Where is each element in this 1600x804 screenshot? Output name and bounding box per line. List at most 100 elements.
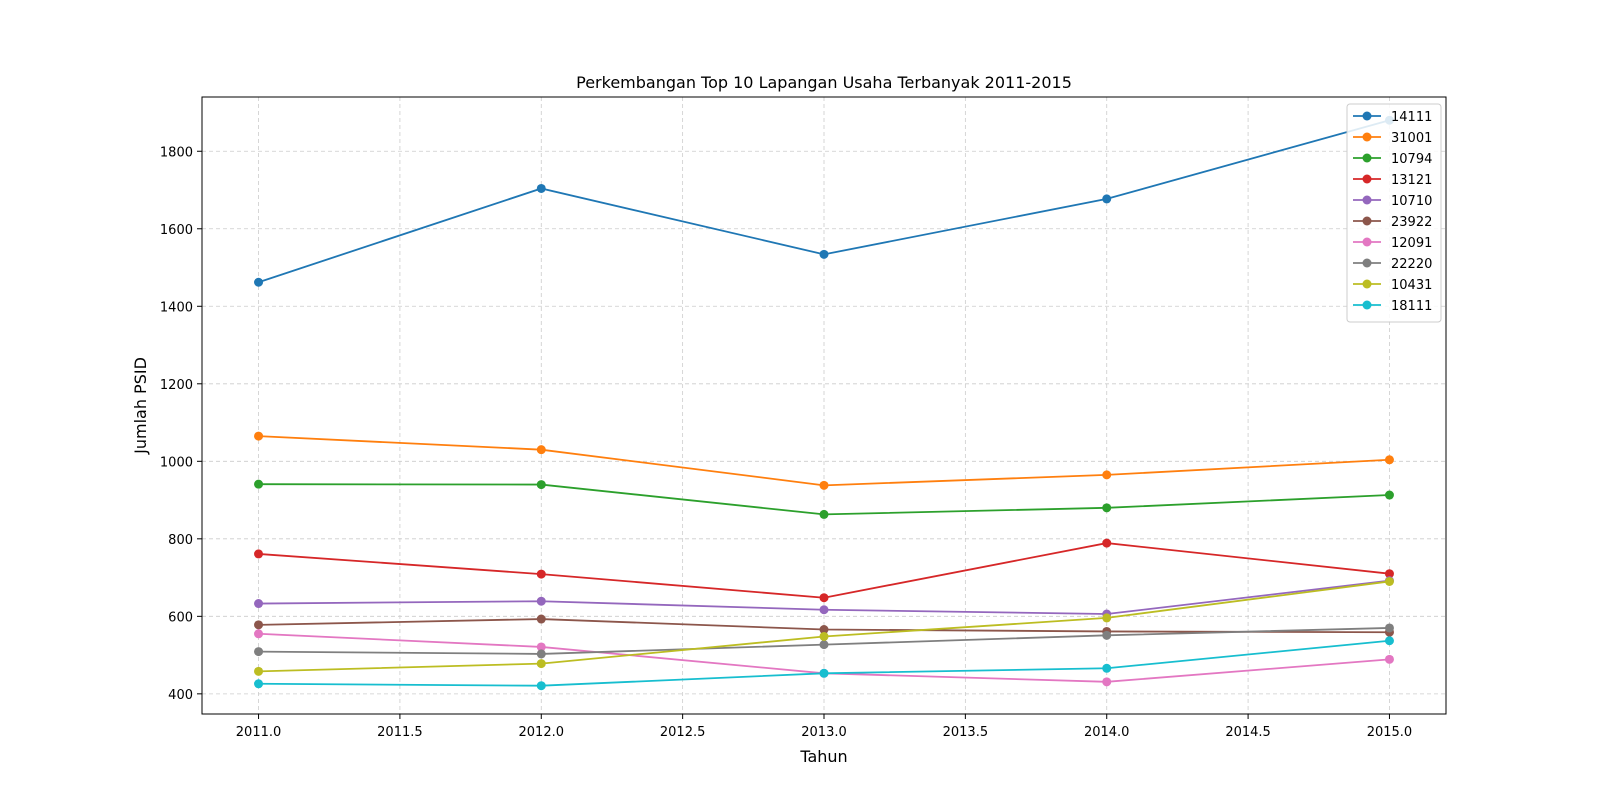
chart-title: Perkembangan Top 10 Lapangan Usaha Terba… bbox=[576, 73, 1072, 92]
y-tick-label: 800 bbox=[168, 533, 193, 548]
x-tick-label: 2011.0 bbox=[236, 725, 282, 740]
legend-swatch-marker bbox=[1362, 174, 1372, 184]
legend-item-14111: 14111 bbox=[1353, 110, 1432, 125]
x-tick-label: 2015.0 bbox=[1367, 725, 1413, 740]
data-point bbox=[819, 631, 829, 641]
data-point bbox=[819, 480, 829, 490]
data-point bbox=[254, 599, 264, 609]
data-point bbox=[254, 647, 264, 657]
data-point bbox=[536, 649, 546, 659]
x-tick-label: 2011.5 bbox=[377, 725, 423, 740]
legend-label: 22220 bbox=[1391, 257, 1432, 272]
x-tick-label: 2012.0 bbox=[519, 725, 565, 740]
legend-label: 10431 bbox=[1391, 278, 1432, 293]
series-18111 bbox=[254, 636, 1394, 691]
data-point bbox=[1102, 613, 1112, 623]
y-axis-label: Jumlah PSID bbox=[131, 357, 150, 455]
data-point bbox=[536, 183, 546, 193]
y-tick-label: 600 bbox=[168, 610, 193, 625]
y-tick-label: 400 bbox=[168, 688, 193, 703]
data-point bbox=[254, 679, 264, 689]
data-point bbox=[1102, 503, 1112, 513]
legend-swatch-marker bbox=[1362, 258, 1372, 268]
legend-swatch-marker bbox=[1362, 216, 1372, 226]
data-point bbox=[819, 249, 829, 259]
data-point bbox=[1384, 490, 1394, 500]
data-point bbox=[819, 605, 829, 615]
data-point bbox=[1384, 455, 1394, 465]
legend: 14111 31001 10794 13121 10710 23922 12091 22220… bbox=[1346, 103, 1442, 323]
data-point bbox=[254, 666, 264, 676]
legend-label: 10794 bbox=[1391, 152, 1432, 167]
x-tick-label: 2013.0 bbox=[801, 725, 847, 740]
series-31001 bbox=[254, 431, 1394, 490]
data-point bbox=[1384, 569, 1394, 579]
legend-swatch-marker bbox=[1362, 111, 1372, 121]
legend-label: 23922 bbox=[1391, 215, 1432, 230]
data-point bbox=[254, 431, 264, 441]
data-point bbox=[1384, 576, 1394, 586]
data-point bbox=[819, 640, 829, 650]
legend-swatch-marker bbox=[1362, 153, 1372, 163]
data-point bbox=[1384, 623, 1394, 633]
data-point bbox=[1102, 470, 1112, 480]
series-13121 bbox=[254, 538, 1394, 603]
legend-item-22220: 22220 bbox=[1353, 257, 1432, 272]
legend-item-10794: 10794 bbox=[1353, 152, 1432, 167]
legend-item-18111: 18111 bbox=[1353, 299, 1432, 314]
legend-swatch-marker bbox=[1362, 279, 1372, 289]
data-point bbox=[1102, 194, 1112, 204]
data-point bbox=[254, 549, 264, 559]
legend-item-10710: 10710 bbox=[1353, 194, 1432, 209]
data-point bbox=[819, 509, 829, 519]
x-tick-label: 2013.5 bbox=[943, 725, 989, 740]
series-10794 bbox=[254, 479, 1394, 519]
data-point bbox=[536, 614, 546, 624]
legend-label: 12091 bbox=[1391, 236, 1432, 251]
legend-swatch-marker bbox=[1362, 195, 1372, 205]
data-point bbox=[1102, 538, 1112, 548]
x-tick-label: 2012.5 bbox=[660, 725, 706, 740]
data-point bbox=[254, 277, 264, 287]
x-axis-label: Tahun bbox=[799, 747, 847, 766]
data-point bbox=[536, 480, 546, 490]
axes: 2011.0 2011.5 2012.0 2012.5 2013.0 2013.5 2014… bbox=[160, 145, 1412, 740]
legend-label: 31001 bbox=[1391, 131, 1432, 146]
data-point bbox=[1384, 636, 1394, 646]
legend-swatch-marker bbox=[1362, 237, 1372, 247]
data-point bbox=[819, 668, 829, 678]
data-point bbox=[536, 681, 546, 691]
data-point bbox=[536, 659, 546, 669]
data-point bbox=[536, 596, 546, 606]
data-point bbox=[254, 629, 264, 639]
legend-label: 10710 bbox=[1391, 194, 1432, 209]
y-tick-label: 1000 bbox=[160, 455, 193, 470]
y-tick-label: 1400 bbox=[160, 300, 193, 315]
legend-swatch-marker bbox=[1362, 300, 1372, 310]
series-group bbox=[254, 115, 1394, 691]
x-tick-label: 2014.0 bbox=[1084, 725, 1130, 740]
plot-frame bbox=[201, 96, 1447, 715]
legend-item-13121: 13121 bbox=[1353, 173, 1432, 188]
data-point bbox=[1102, 663, 1112, 673]
legend-item-10431: 10431 bbox=[1353, 278, 1432, 293]
legend-item-23922: 23922 bbox=[1353, 215, 1432, 230]
data-point bbox=[254, 620, 264, 630]
legend-item-12091: 12091 bbox=[1353, 236, 1432, 251]
legend-label: 13121 bbox=[1391, 173, 1432, 188]
data-point bbox=[254, 479, 264, 489]
data-point bbox=[819, 625, 829, 635]
legend-swatch-marker bbox=[1362, 132, 1372, 142]
data-point bbox=[819, 593, 829, 603]
legend-label: 18111 bbox=[1391, 299, 1432, 314]
data-point bbox=[1102, 630, 1112, 640]
x-tick-label: 2014.5 bbox=[1225, 725, 1271, 740]
series-22220 bbox=[254, 623, 1394, 659]
y-tick-label: 1800 bbox=[160, 145, 193, 160]
legend-item-31001: 31001 bbox=[1353, 131, 1432, 146]
data-point bbox=[536, 569, 546, 579]
series-23922 bbox=[254, 614, 1394, 637]
y-tick-label: 1200 bbox=[160, 378, 193, 393]
